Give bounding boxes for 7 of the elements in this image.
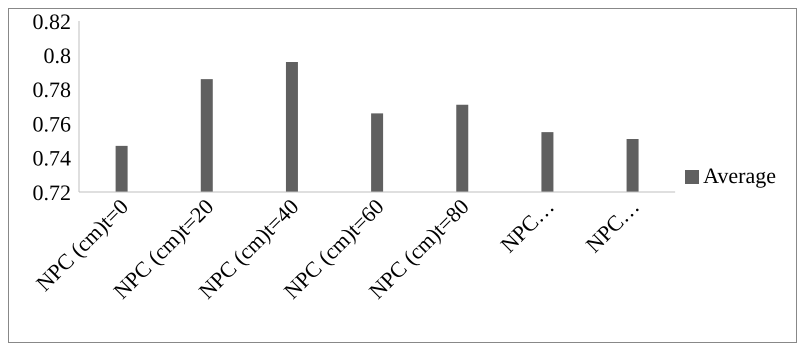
- y-tick-label: 0.82: [32, 8, 71, 34]
- legend-label: Average: [703, 162, 776, 188]
- y-tick-label: 0.72: [32, 180, 71, 205]
- y-tick-label: 0.78: [32, 77, 71, 102]
- y-tick-label: 0.8: [44, 43, 71, 68]
- y-tick-label: 0.76: [32, 111, 71, 136]
- y-tick-label: 0.74: [32, 146, 71, 171]
